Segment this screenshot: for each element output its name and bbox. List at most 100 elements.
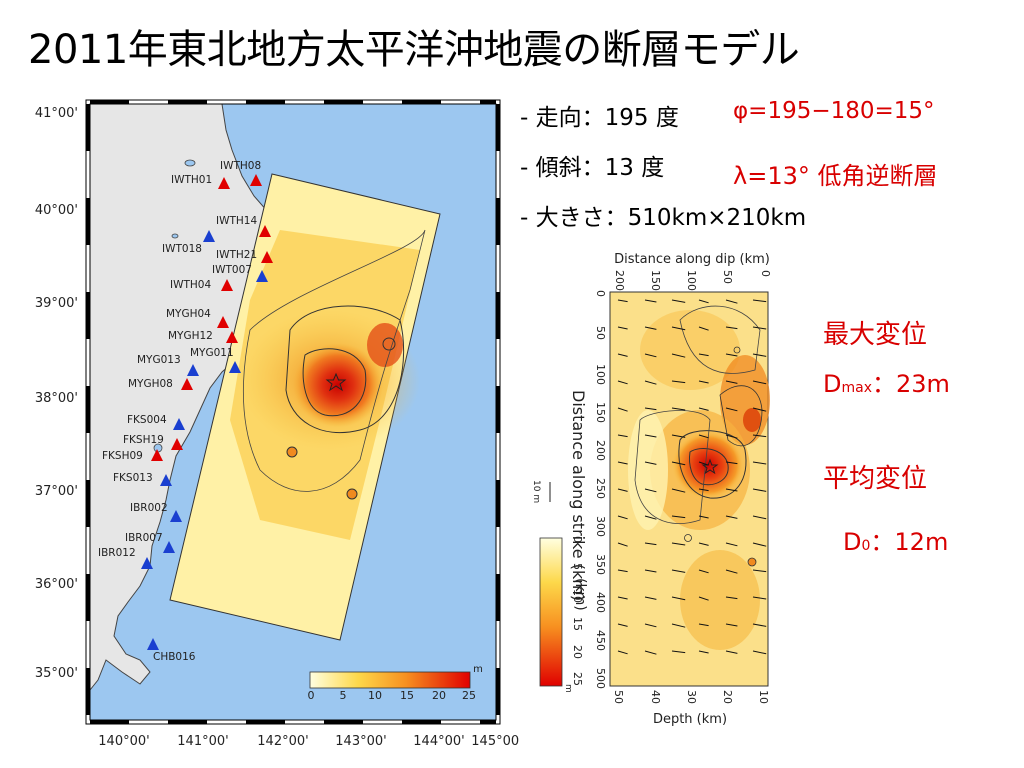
slip-vector [671, 434, 686, 438]
station-label: MYG011 [190, 347, 234, 359]
slip-vector [698, 569, 709, 574]
avg-subscript: 0 [861, 538, 871, 554]
station-label: IWT007 [212, 264, 252, 276]
max-value: ：23m [872, 370, 950, 398]
scale-arrow: 10 m [531, 480, 551, 503]
slip-vector [671, 569, 686, 573]
station-label: IBR002 [130, 502, 168, 514]
lat-label: 36°00' [35, 577, 78, 592]
station-label: MYGH08 [128, 378, 173, 390]
svg-text:100: 100 [594, 364, 607, 385]
slip-vector [617, 353, 628, 357]
dip-param: - 傾斜：13 度 [520, 155, 665, 181]
slip-vector [698, 461, 709, 466]
slip-vector [617, 461, 628, 465]
station-marker-red [221, 279, 233, 291]
strike-param: - 走向：195 度 [520, 105, 679, 131]
slip-vector [752, 299, 767, 303]
slip-vector [617, 380, 628, 385]
slip-vector [725, 407, 738, 412]
svg-text:200: 200 [594, 440, 607, 461]
slip-colorbar: 0 5 10 15 20 25 m (km) [539, 536, 588, 693]
svg-text:20: 20 [721, 690, 734, 704]
slip-vector [617, 488, 628, 492]
strike-axis-label: Distance along strike (km) [569, 390, 588, 601]
station-label: IWTH01 [171, 174, 212, 186]
slip-vector [617, 596, 628, 600]
phi-formula: φ=195−180=15° [733, 98, 935, 124]
station-marker-blue [229, 361, 241, 373]
epicenter-star-icon [701, 458, 719, 475]
lon-label: 144°00' [413, 734, 464, 749]
lon-label: 143°00' [335, 734, 386, 749]
svg-text:5: 5 [340, 689, 347, 702]
lambda-formula: λ=13° 低角逆断層 [733, 162, 938, 190]
station-label: IWT018 [162, 243, 202, 255]
station-marker-red [259, 225, 271, 237]
svg-text:400: 400 [594, 592, 607, 613]
svg-text:25: 25 [462, 689, 476, 702]
station-label: MYGH12 [168, 330, 213, 342]
svg-text:150: 150 [649, 270, 662, 291]
slip-vector [698, 596, 709, 601]
svg-text:0: 0 [594, 290, 607, 297]
station-marker-red [181, 378, 193, 390]
slip-vector [671, 326, 686, 331]
station-marker-red [151, 449, 163, 461]
slip-vector [752, 326, 767, 330]
slip-vector [617, 650, 628, 655]
slip-vector [752, 650, 767, 655]
svg-text:0: 0 [571, 536, 584, 543]
station-markers [141, 174, 273, 650]
slip-vector [725, 515, 738, 519]
station-label: FKSH19 [123, 434, 164, 446]
station-marker-blue [141, 557, 153, 569]
slip-vector [644, 434, 657, 438]
slip-vector [725, 326, 738, 330]
lat-label: 35°00' [35, 666, 78, 681]
max-d-symbol: D [823, 370, 842, 398]
station-marker-red [218, 177, 230, 189]
slip-vector [671, 461, 686, 466]
svg-text:(km): (km) [572, 578, 588, 611]
depth-axis-label: Depth (km) [653, 712, 727, 727]
slip-vector [671, 299, 686, 303]
slip-vector [644, 569, 657, 573]
station-label: FKS013 [113, 472, 153, 484]
slip-vector [725, 353, 738, 357]
slip-vector [725, 569, 738, 574]
station-label: IWTH21 [216, 249, 257, 261]
slip-vector [698, 623, 709, 627]
avg-displacement-value: D0：12m [843, 522, 948, 557]
fault-map: IWTH08 IWTH01 IWTH14 IWT018 IWTH21 IWT00… [35, 99, 520, 749]
slip-vector [644, 515, 657, 520]
slip-vector [644, 326, 657, 330]
station-marker-blue [147, 638, 159, 650]
avg-d-symbol: D [843, 528, 862, 556]
station-marker-blue [170, 510, 182, 522]
map-colorbar: 0 5 10 15 20 25 m [308, 664, 483, 702]
slip-distribution-panel: Distance along dip (km) 200 150 100 50 0… [531, 252, 772, 727]
svg-text:m: m [563, 684, 573, 693]
lon-label: 140°00' [98, 734, 149, 749]
station-label: IWTH04 [170, 279, 211, 291]
svg-text:10: 10 [368, 689, 382, 702]
svg-text:25: 25 [571, 672, 584, 686]
station-marker-blue [203, 230, 215, 242]
svg-text:40: 40 [649, 690, 662, 704]
svg-text:0: 0 [308, 689, 315, 702]
station-marker-red [171, 438, 183, 450]
station-marker-red [250, 174, 262, 186]
slip-vector [671, 596, 686, 601]
max-displacement-value: Dmax：23m [823, 364, 950, 399]
station-label: MYG013 [137, 354, 181, 366]
slip-vector [752, 596, 767, 600]
avg-displacement-label: 平均変位 [823, 464, 928, 494]
slip-vector [617, 515, 628, 520]
slip-vector [698, 380, 709, 384]
svg-text:350: 350 [594, 554, 607, 575]
slip-vector [698, 542, 709, 546]
svg-text:5: 5 [571, 563, 584, 570]
slip-vector [671, 515, 686, 519]
slip-vector [725, 299, 738, 304]
